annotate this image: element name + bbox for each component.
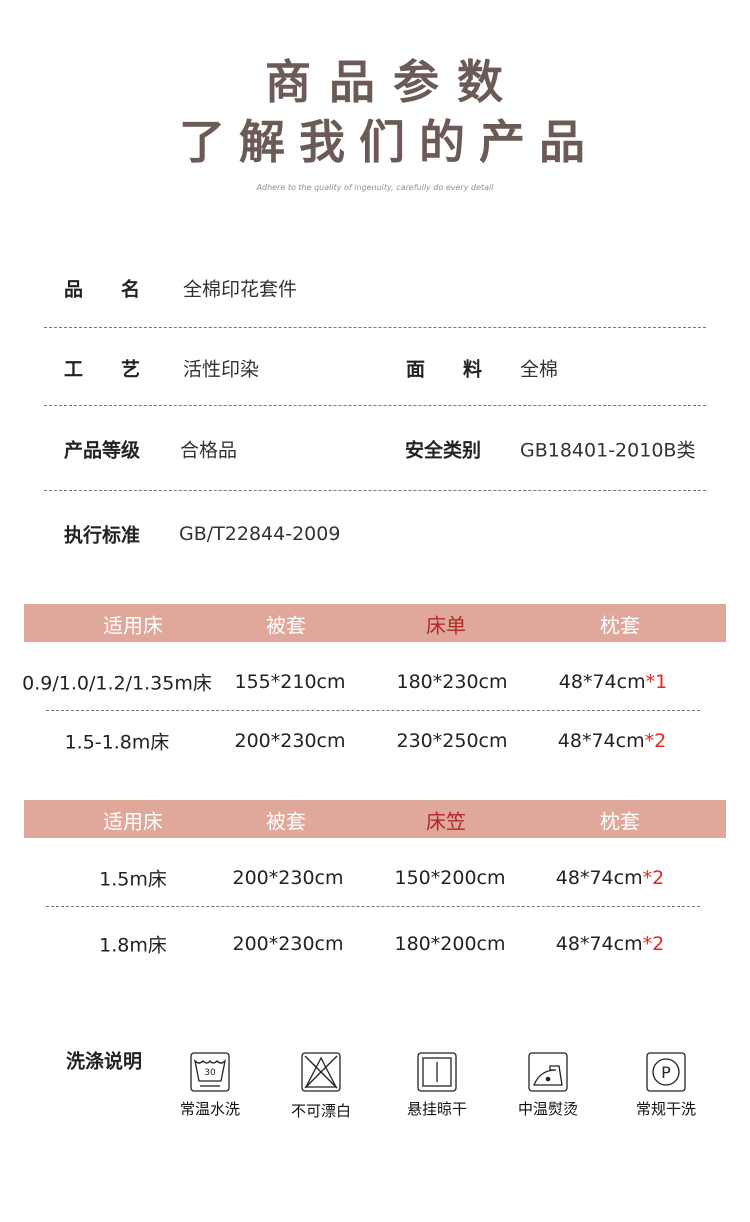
divider [44,405,706,406]
spec-fabric-value: 全棉 [520,358,559,381]
spec-standard-label: 执行标准 [64,524,141,547]
cell-sheet: 180*230cm [396,671,508,693]
care-item-label: 不可漂白 [290,1102,352,1120]
header-duvet: 被套 [266,809,306,834]
dry-clean-p-icon: P [646,1052,686,1092]
pillow-qty: *2 [644,730,667,752]
tagline: Adhere to the quality of ingenuity, care… [256,183,494,192]
header-duvet: 被套 [266,613,306,638]
cell-pillow: 48*74cm*2 [555,867,665,889]
cell-bed: 1.8m床 [99,934,167,957]
cell-bed: 0.9/1.0/1.2/1.35m床 [22,672,212,695]
spec-name-label: 品 名 [64,278,141,301]
spec-grade-value: 合格品 [180,439,238,462]
care-label: 洗涤说明 [66,1050,143,1073]
hang-dry-icon [417,1052,457,1092]
spec-craft-label: 工 艺 [64,358,141,381]
spec-safety-value: GB18401-2010B类 [520,439,696,462]
cell-sheet: 230*250cm [396,730,508,752]
header-pillow: 枕套 [600,809,640,834]
pillow-qty: *1 [645,671,668,693]
header-bed: 适用床 [103,809,163,834]
divider [46,906,700,907]
spec-fabric-label: 面 料 [406,358,483,381]
wash-30-icon: 30 [190,1052,230,1092]
cell-sheet: 150*200cm [394,867,506,889]
cell-bed: 1.5m床 [99,868,167,891]
spec-safety-label: 安全类别 [405,439,482,462]
cell-bed: 1.5-1.8m床 [64,731,170,754]
header-fitted-sheet: 床笠 [426,809,466,834]
divider [46,710,700,711]
spec-standard-value: GB/T22844-2009 [179,523,341,545]
dry-clean-letter: P [661,1063,671,1082]
care-item-label: 悬挂晾干 [406,1100,468,1118]
wash-temp: 30 [204,1068,216,1078]
divider [44,327,706,328]
cell-duvet: 200*230cm [234,730,346,752]
header-sheet: 床单 [426,613,466,638]
cell-pillow: 48*74cm*1 [558,671,668,693]
cell-pillow: 48*74cm*2 [555,933,665,955]
pillow-qty: *2 [642,933,665,955]
care-item-label: 常温水洗 [179,1100,241,1118]
cell-sheet: 180*200cm [394,933,506,955]
table-header [24,800,726,838]
divider [44,490,706,491]
page-subtitle: 了解我们的产品 [179,115,599,169]
spec-grade-label: 产品等级 [64,439,141,462]
table-header [24,604,726,642]
iron-medium-icon [528,1052,568,1092]
header-bed: 适用床 [103,613,163,638]
care-item-label: 中温熨烫 [517,1100,579,1118]
spec-craft-value: 活性印染 [183,358,260,381]
pillow-qty: *2 [642,867,665,889]
cell-pillow: 48*74cm*2 [557,730,667,752]
no-bleach-icon [301,1052,341,1092]
spec-name-value: 全棉印花套件 [183,278,298,301]
cell-duvet: 200*230cm [232,867,344,889]
care-item-label: 常规干洗 [635,1100,697,1118]
cell-duvet: 200*230cm [232,933,344,955]
cell-duvet: 155*210cm [234,671,346,693]
header-pillow: 枕套 [600,613,640,638]
page-title: 商品参数 [265,55,521,109]
